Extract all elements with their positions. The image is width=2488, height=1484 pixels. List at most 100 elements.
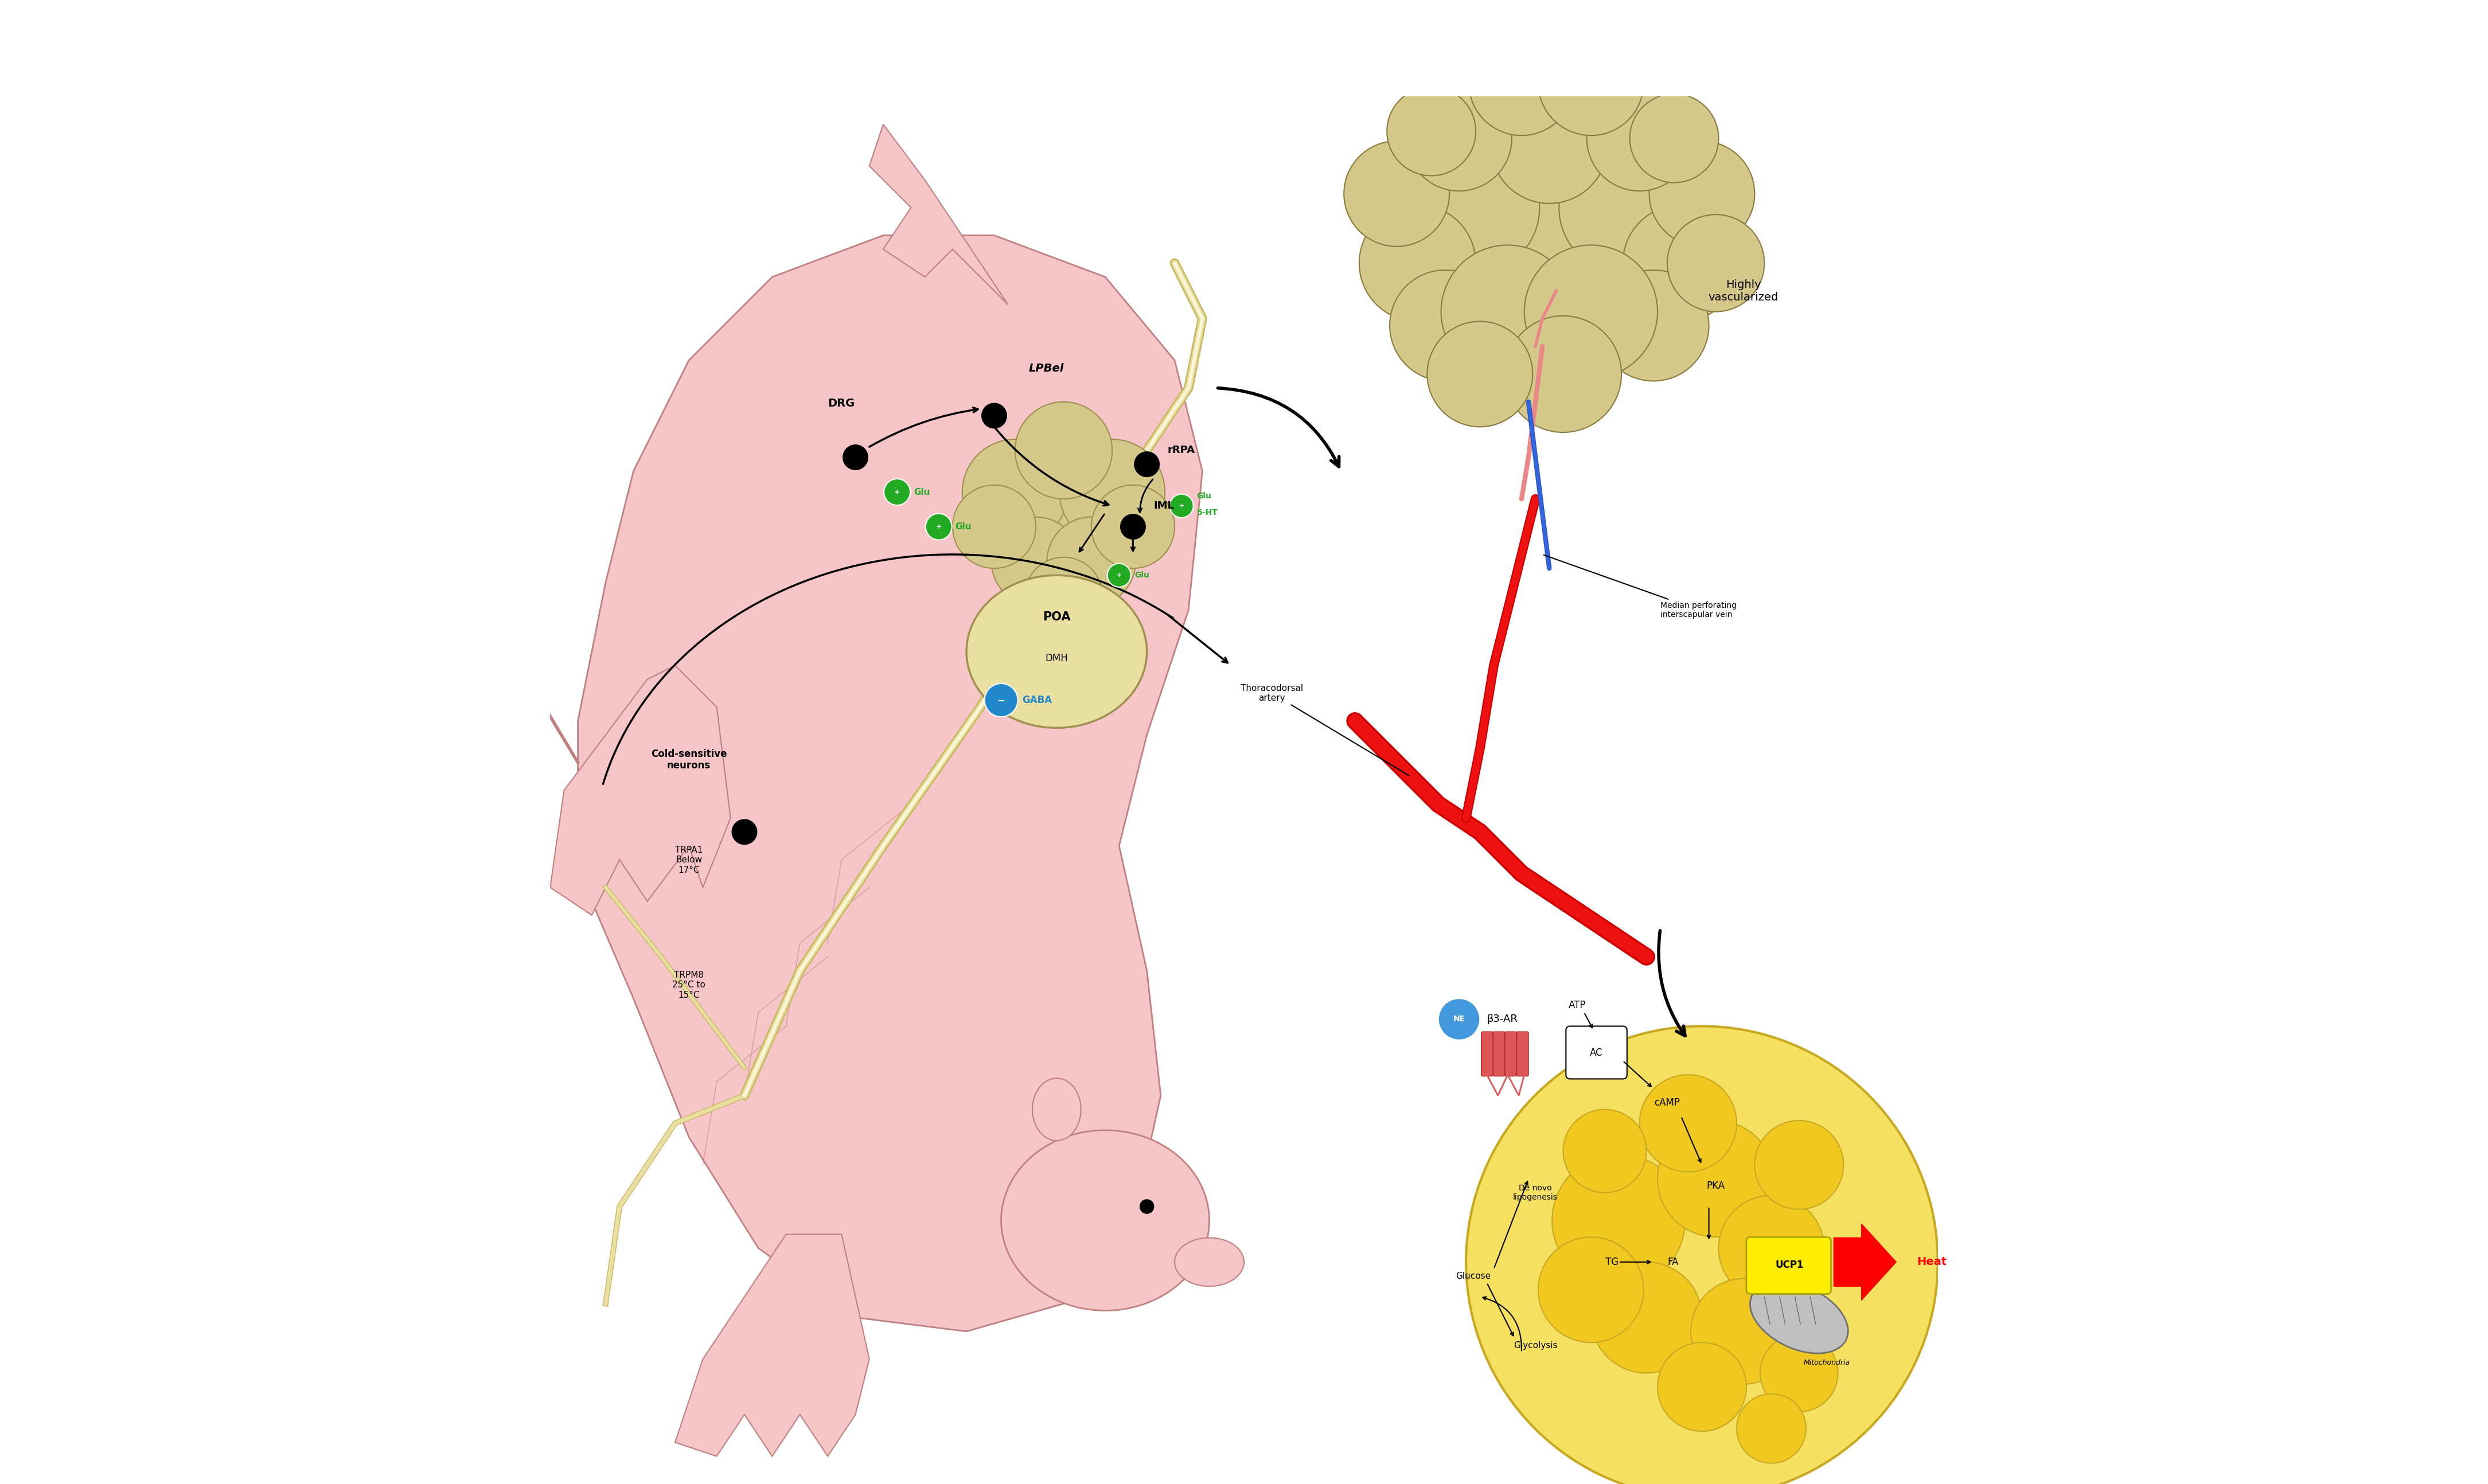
Text: −: − — [998, 695, 1005, 705]
Circle shape — [953, 485, 1035, 568]
Ellipse shape — [1000, 1131, 1209, 1310]
Circle shape — [1692, 1279, 1796, 1385]
Text: Glu: Glu — [1135, 571, 1149, 579]
Text: β3-AR: β3-AR — [1488, 1014, 1518, 1024]
Text: De novo
lipogenesis: De novo lipogenesis — [1513, 1184, 1557, 1202]
Text: Glu: Glu — [1197, 493, 1212, 500]
Ellipse shape — [965, 576, 1147, 727]
Circle shape — [1490, 88, 1607, 203]
Circle shape — [1358, 205, 1475, 322]
Polygon shape — [674, 1235, 868, 1456]
Circle shape — [1169, 494, 1194, 518]
Text: NE: NE — [1453, 1015, 1465, 1024]
Text: +: + — [935, 522, 943, 530]
Circle shape — [1560, 141, 1692, 275]
Circle shape — [1737, 1393, 1806, 1463]
Circle shape — [1135, 451, 1159, 476]
Circle shape — [1468, 30, 1575, 135]
Circle shape — [1630, 93, 1719, 183]
Circle shape — [1033, 594, 1095, 654]
Circle shape — [1035, 631, 1092, 686]
Circle shape — [1657, 1343, 1747, 1431]
Circle shape — [1344, 141, 1451, 246]
Text: TRPA1
Below
17°C: TRPA1 Below 17°C — [674, 846, 702, 874]
Circle shape — [1667, 215, 1764, 312]
Circle shape — [1025, 556, 1102, 635]
Circle shape — [843, 445, 868, 470]
Circle shape — [1597, 270, 1709, 381]
Circle shape — [1640, 1074, 1737, 1172]
Circle shape — [1107, 564, 1132, 588]
Circle shape — [1525, 245, 1657, 378]
Text: Thoracodorsal
artery: Thoracodorsal artery — [1242, 684, 1408, 776]
Circle shape — [1391, 270, 1500, 381]
Text: Median perforating
interscapular vein: Median perforating interscapular vein — [1545, 555, 1737, 619]
Circle shape — [1140, 1199, 1154, 1214]
Text: TG: TG — [1605, 1257, 1617, 1267]
Circle shape — [1622, 205, 1739, 322]
Ellipse shape — [1033, 1079, 1080, 1141]
Circle shape — [1052, 662, 1102, 711]
Circle shape — [1538, 1238, 1645, 1343]
Ellipse shape — [1174, 1238, 1244, 1287]
Text: rRPA: rRPA — [1167, 445, 1194, 456]
Text: Glu: Glu — [955, 522, 973, 531]
Text: UCP1: UCP1 — [1776, 1260, 1804, 1270]
Circle shape — [1406, 86, 1513, 191]
Circle shape — [1438, 999, 1480, 1040]
FancyBboxPatch shape — [1565, 1025, 1627, 1079]
Text: Heat: Heat — [1918, 1257, 1948, 1267]
Text: cAMP: cAMP — [1655, 1097, 1679, 1107]
Circle shape — [990, 516, 1080, 605]
Text: Glycolysis: Glycolysis — [1513, 1342, 1557, 1349]
Circle shape — [998, 447, 1130, 579]
Circle shape — [1092, 485, 1174, 568]
Circle shape — [1759, 1334, 1839, 1411]
Text: FA: FA — [1667, 1257, 1679, 1267]
Text: GABA: GABA — [1023, 695, 1052, 705]
Circle shape — [985, 684, 1018, 717]
Circle shape — [1587, 86, 1692, 191]
Circle shape — [1562, 1110, 1647, 1193]
Circle shape — [1505, 316, 1622, 432]
Circle shape — [1025, 662, 1075, 711]
Circle shape — [1428, 322, 1533, 427]
Text: ATP: ATP — [1567, 1000, 1585, 1011]
Text: AC: AC — [1590, 1048, 1602, 1058]
Circle shape — [1719, 1196, 1824, 1301]
Text: LPBel: LPBel — [1030, 364, 1065, 374]
Text: POA: POA — [1042, 611, 1070, 623]
FancyBboxPatch shape — [1480, 1031, 1493, 1076]
Circle shape — [1060, 439, 1164, 545]
FancyArrow shape — [1834, 1224, 1896, 1300]
FancyBboxPatch shape — [1505, 1031, 1518, 1076]
Text: Mitochondria: Mitochondria — [1804, 1359, 1851, 1367]
Circle shape — [1120, 515, 1144, 539]
Circle shape — [983, 404, 1008, 429]
Text: TRPM8
25°C to
15°C: TRPM8 25°C to 15°C — [672, 971, 707, 999]
Ellipse shape — [1749, 1282, 1849, 1353]
Circle shape — [1650, 141, 1754, 246]
Circle shape — [1386, 88, 1475, 175]
Circle shape — [1538, 30, 1645, 135]
Text: Cold-sensitive
neurons: Cold-sensitive neurons — [652, 749, 726, 770]
Circle shape — [926, 513, 953, 540]
Circle shape — [1657, 1120, 1774, 1238]
Text: 5-HT: 5-HT — [1197, 509, 1219, 516]
Circle shape — [1473, 174, 1625, 325]
Text: Glucose: Glucose — [1455, 1272, 1490, 1281]
Text: +: + — [1117, 573, 1122, 579]
FancyBboxPatch shape — [1518, 1031, 1528, 1076]
Circle shape — [1553, 1153, 1684, 1287]
Circle shape — [1465, 1025, 1938, 1484]
Polygon shape — [868, 125, 1008, 304]
Circle shape — [1754, 1120, 1844, 1209]
Text: DRG: DRG — [829, 398, 856, 408]
Text: IML: IML — [1154, 500, 1174, 510]
Circle shape — [1406, 141, 1540, 275]
Circle shape — [883, 479, 911, 505]
Circle shape — [1015, 402, 1112, 499]
Polygon shape — [550, 665, 731, 916]
Circle shape — [1047, 516, 1135, 605]
Circle shape — [1590, 1261, 1702, 1373]
